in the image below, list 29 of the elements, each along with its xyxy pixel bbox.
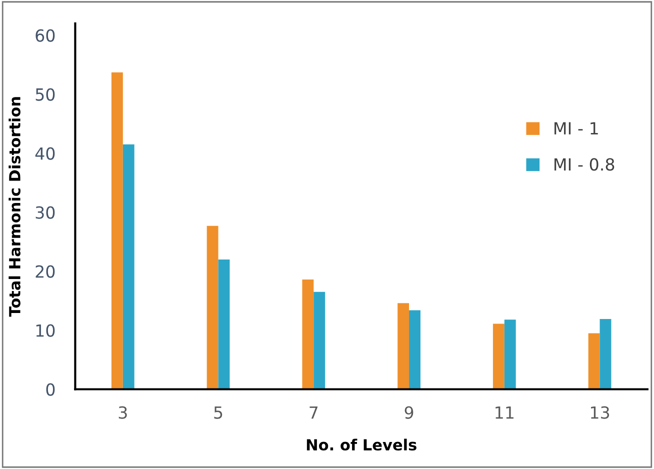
y-tick-label: 0	[46, 383, 55, 396]
bar	[314, 292, 326, 390]
x-tick-label: 5	[214, 406, 222, 419]
bar	[218, 259, 230, 390]
x-axis-title: No. of Levels	[306, 438, 416, 451]
y-tick-label: 40	[35, 147, 55, 160]
y-tick-label: 10	[36, 324, 55, 337]
bar	[302, 280, 314, 390]
y-tick-label: 20	[36, 265, 55, 278]
bar	[122, 144, 134, 390]
bar	[492, 324, 504, 390]
x-tick-label: 11	[496, 406, 514, 419]
y-tick-label: 60	[36, 29, 55, 42]
legend-label: MI - 0.8	[554, 158, 614, 171]
legend-label: MI - 1	[554, 122, 598, 134]
y-tick-label: 30	[36, 206, 55, 219]
bar	[398, 303, 410, 390]
bar	[409, 310, 420, 390]
y-tick-label: 50	[36, 88, 55, 101]
x-tick-label: 3	[118, 406, 127, 419]
x-tick-label: 13	[591, 406, 610, 419]
x-tick-label: 9	[404, 406, 414, 419]
bar	[504, 320, 516, 390]
y-axis-title: Total Harmonic Distortion	[8, 97, 20, 317]
bar	[206, 226, 218, 390]
x-tick-label: 7	[310, 406, 318, 419]
bar	[600, 319, 612, 390]
bar	[111, 72, 123, 390]
bar	[588, 333, 600, 390]
